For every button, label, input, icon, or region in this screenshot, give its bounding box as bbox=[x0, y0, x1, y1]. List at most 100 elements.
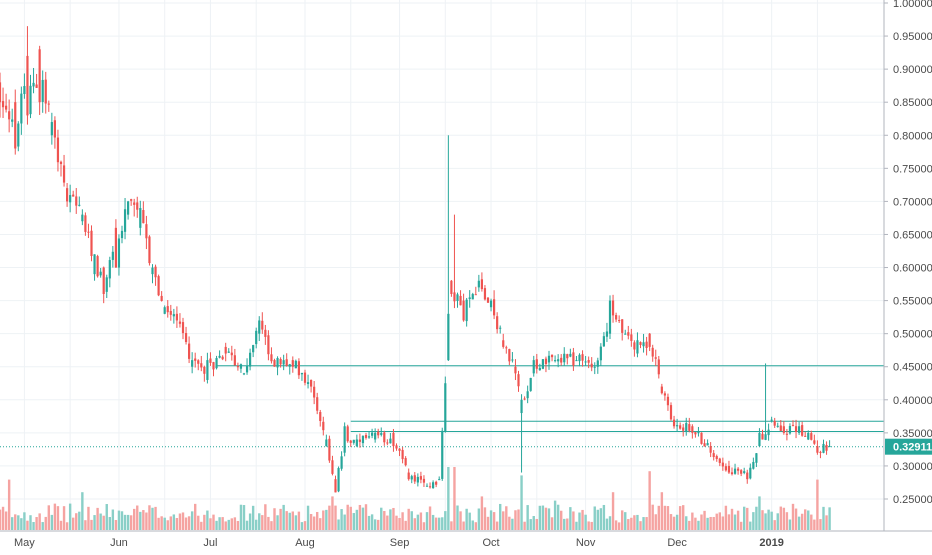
candle-body bbox=[813, 440, 816, 444]
volume-bar bbox=[383, 511, 386, 530]
candle-body bbox=[285, 359, 288, 366]
candle-body bbox=[175, 313, 178, 321]
candle-body bbox=[386, 442, 389, 444]
candle-body bbox=[804, 435, 807, 437]
candles bbox=[0, 26, 831, 493]
volume-bar bbox=[694, 517, 697, 530]
volume-bar bbox=[236, 520, 240, 530]
volume-bar bbox=[666, 506, 670, 530]
price-axis[interactable]: 1.00000 0.95000 0.90000 0.85000 0.80000 0.750… bbox=[883, 0, 932, 550]
volume-bar bbox=[62, 506, 66, 530]
candle-body bbox=[493, 299, 496, 316]
candle-body bbox=[520, 399, 523, 414]
volume-bar bbox=[746, 507, 749, 530]
candle-body bbox=[767, 429, 770, 436]
candle-body bbox=[371, 432, 374, 436]
candle-body bbox=[313, 386, 316, 398]
volume-bar bbox=[352, 513, 355, 530]
volume-bar bbox=[255, 519, 258, 530]
candle-body bbox=[480, 279, 483, 290]
price-tick-label: 0.60000 bbox=[893, 263, 932, 275]
candle-body bbox=[197, 360, 200, 364]
time-axis[interactable]: May Jun Jul Aug Sep Oct Nov Dec 2019 bbox=[0, 530, 932, 550]
candle-body bbox=[53, 120, 56, 138]
candle-body bbox=[697, 431, 700, 434]
volume-bar bbox=[84, 520, 87, 530]
volume-bar bbox=[624, 512, 627, 530]
volume-bar bbox=[367, 515, 371, 530]
price-tick-label: 0.50000 bbox=[893, 329, 932, 341]
candle-body bbox=[764, 434, 767, 440]
candle-body bbox=[798, 426, 801, 433]
candle-body bbox=[255, 330, 258, 345]
volume-bar bbox=[480, 496, 484, 530]
candle-body bbox=[221, 356, 224, 360]
price-tick-label: 0.70000 bbox=[893, 196, 932, 208]
volume-bar bbox=[767, 509, 770, 530]
candle-body bbox=[791, 424, 795, 426]
candle-body bbox=[163, 307, 166, 314]
volume-bar bbox=[328, 505, 331, 530]
volume-bar bbox=[1, 506, 5, 530]
volume-bar bbox=[364, 504, 368, 530]
volume-bar bbox=[145, 512, 148, 530]
candle-body bbox=[825, 444, 828, 451]
volume-bar bbox=[373, 519, 377, 530]
candle-body bbox=[544, 358, 548, 365]
volume-bar bbox=[120, 511, 124, 530]
volume-bar bbox=[78, 511, 81, 530]
candle-body bbox=[660, 386, 663, 394]
candle-body bbox=[816, 446, 819, 453]
volume-bar bbox=[386, 515, 389, 530]
candle-body bbox=[306, 382, 310, 384]
volume-bar bbox=[541, 505, 545, 530]
volume-bar bbox=[178, 513, 182, 530]
candle-body bbox=[627, 332, 630, 336]
volume-bar bbox=[730, 508, 734, 530]
candle-body bbox=[14, 102, 17, 149]
candle-body bbox=[188, 343, 191, 359]
volume-bar bbox=[587, 521, 590, 530]
candle-body bbox=[654, 357, 657, 359]
candle-body bbox=[688, 424, 691, 431]
volume-bar bbox=[556, 504, 560, 530]
volume-bar bbox=[529, 519, 532, 530]
volume-bar bbox=[788, 519, 792, 530]
volume-bar bbox=[739, 521, 743, 530]
volume-bar bbox=[563, 518, 566, 530]
candle-body bbox=[383, 432, 386, 443]
candle-body bbox=[334, 479, 337, 493]
candle-body bbox=[471, 294, 474, 300]
candle-body bbox=[746, 472, 749, 480]
volume-bar bbox=[697, 520, 700, 530]
candle-body bbox=[666, 396, 670, 406]
candle-body bbox=[459, 295, 462, 306]
price-tick-label: 0.25000 bbox=[893, 494, 932, 506]
volume-bar bbox=[828, 507, 831, 530]
candle-body bbox=[496, 316, 499, 330]
candle-body bbox=[749, 467, 752, 479]
candle-body bbox=[794, 426, 798, 432]
candle-body bbox=[584, 361, 587, 363]
volume-bar bbox=[291, 511, 294, 530]
candle-body bbox=[517, 374, 520, 387]
volume-bar bbox=[688, 520, 691, 530]
candle-body bbox=[508, 349, 511, 362]
volume-bar bbox=[645, 517, 648, 530]
volume-bar bbox=[349, 506, 352, 530]
candle-body bbox=[773, 420, 776, 426]
candle-body bbox=[560, 357, 563, 363]
candle-body bbox=[181, 322, 185, 334]
candle-body bbox=[676, 425, 679, 427]
volume-bar bbox=[17, 515, 20, 530]
volume-bar bbox=[358, 504, 362, 530]
candle-body bbox=[209, 358, 212, 363]
candle-body bbox=[66, 188, 69, 202]
candle-body bbox=[184, 333, 188, 343]
volume-bar bbox=[212, 514, 215, 530]
candle-body bbox=[486, 297, 490, 303]
candle-body bbox=[657, 359, 660, 375]
volume-bar bbox=[410, 511, 413, 530]
